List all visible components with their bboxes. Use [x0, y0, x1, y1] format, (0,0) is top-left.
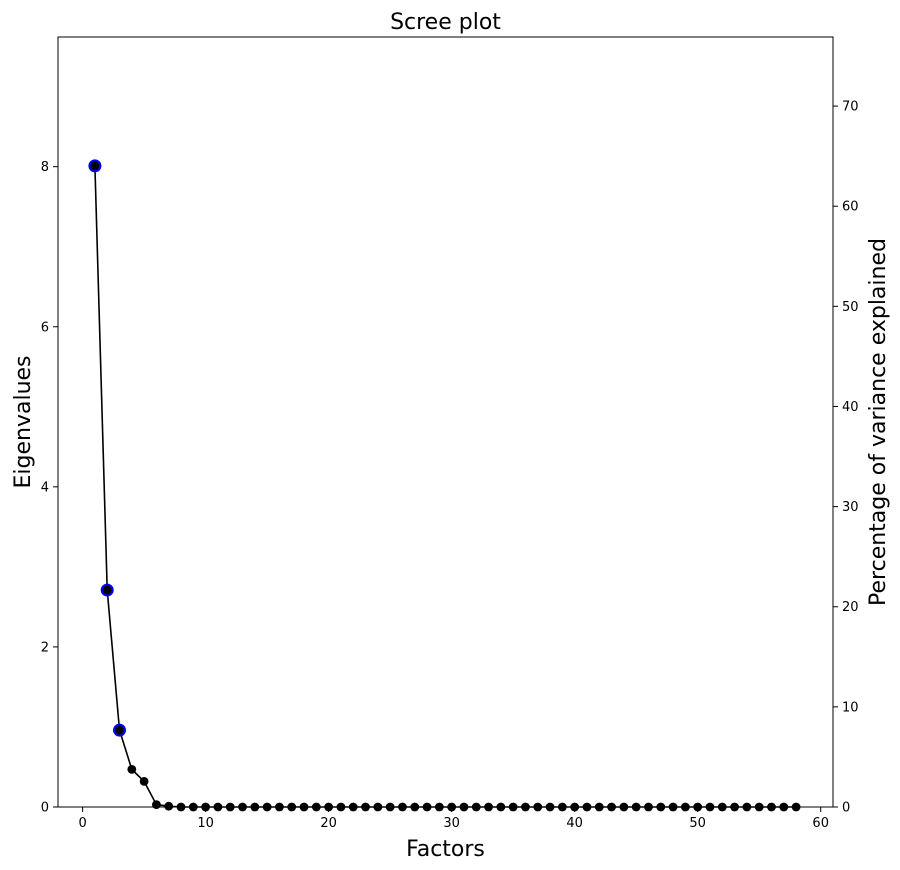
y-tick-label: 0	[41, 801, 49, 816]
chart-title: Scree plot	[390, 10, 501, 35]
x-tick-label: 50	[689, 816, 706, 831]
data-point	[102, 585, 112, 595]
y2-tick-label: 0	[842, 801, 850, 816]
y-axis-title: Eigenvalues	[11, 355, 36, 488]
y-tick-label: 8	[41, 160, 49, 175]
x-axis-title: Factors	[406, 837, 485, 862]
data-point	[127, 764, 137, 774]
data-point	[164, 801, 174, 811]
y2-tick-label: 40	[842, 400, 859, 415]
y2-tick-label: 60	[842, 200, 859, 215]
y-tick-label: 6	[41, 320, 49, 335]
y-tick-label: 2	[41, 640, 49, 655]
y2-tick-label: 20	[842, 600, 859, 615]
x-tick-label: 0	[78, 816, 86, 831]
x-tick-label: 20	[320, 816, 337, 831]
data-point	[152, 800, 161, 809]
y2-tick-label: 10	[842, 700, 859, 715]
y2-tick-label: 50	[842, 300, 859, 315]
y2-tick-label: 30	[842, 500, 859, 515]
data-point	[90, 161, 100, 171]
y-tick-label: 4	[41, 480, 49, 495]
y2-tick-label: 70	[842, 100, 859, 115]
plot-frame	[57, 36, 834, 808]
x-tick-label: 60	[812, 816, 829, 831]
x-tick-label: 30	[443, 816, 460, 831]
data-point	[139, 776, 149, 786]
ticks-layer: 0 10 20 30 40 50 60 0 2 4 6 8 0 10 20 30 40 50 60 70	[41, 100, 859, 831]
data-point	[115, 725, 124, 735]
x-tick-label: 10	[197, 816, 214, 831]
x-tick-label: 40	[566, 816, 583, 831]
y2-axis-title: Percentage of variance explained	[866, 238, 891, 606]
